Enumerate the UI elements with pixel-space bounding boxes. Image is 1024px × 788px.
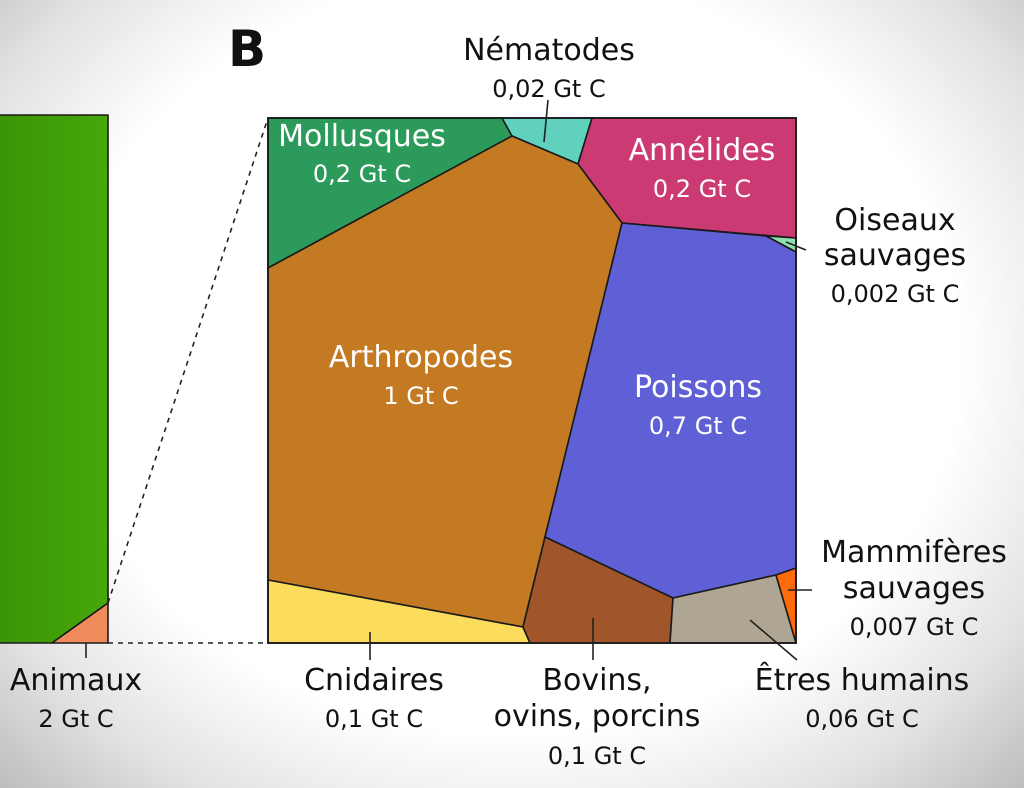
label-humains-name: Êtres humains: [755, 662, 970, 698]
label-poissons-value: 0,7 Gt C: [649, 412, 747, 440]
label-mollusques-name: Mollusques: [278, 119, 446, 154]
label-cnidaires-value: 0,1 Gt C: [325, 705, 423, 733]
zoom-connector-top: [107, 117, 269, 604]
leader-lines: [85, 99, 812, 661]
leader-humains: [749, 619, 798, 661]
label-oiseaux-value: 0,002 Gt C: [831, 280, 960, 308]
label-nematodes-name: Nématodes: [463, 33, 635, 68]
animaux-bar-segment: [51, 602, 109, 644]
label-mammiferes-name-line2: sauvages: [843, 571, 985, 606]
voronoi-cells: [267, 117, 797, 644]
label-arthropodes-value: 1 Gt C: [383, 382, 458, 410]
label-annelides-name: Annélides: [629, 133, 776, 168]
label-oiseaux-name-line1: Oiseaux: [834, 203, 955, 238]
label-mammiferes-value: 0,007 Gt C: [850, 613, 979, 641]
label-animaux-value: 2 Gt C: [38, 705, 113, 733]
label-mammiferes-name-line1: Mammifères: [821, 535, 1007, 570]
label-cnidaires-name: Cnidaires: [304, 663, 444, 698]
label-poissons-name: Poissons: [634, 370, 762, 405]
zoom-box-frame: [267, 117, 797, 644]
label-mollusques-value: 0,2 Gt C: [313, 160, 411, 188]
animaux-parent-bar: [0, 114, 109, 644]
label-bovins-name-line2: ovins, porcins: [494, 699, 701, 734]
label-humains-value: 0,06 Gt C: [805, 705, 918, 733]
label-annelides-value: 0,2 Gt C: [653, 175, 751, 203]
labels: Mollusques 0,2 Gt C Annélides 0,2 Gt C A…: [10, 33, 1007, 770]
leader-nematodes: [543, 99, 549, 143]
leader-oiseaux: [785, 241, 807, 251]
label-nematodes-value: 0,02 Gt C: [492, 75, 605, 103]
label-bovins-value: 0,1 Gt C: [548, 742, 646, 770]
panel-letter: B: [228, 20, 266, 78]
label-animaux-name: Animaux: [10, 663, 142, 698]
label-bovins-name-line1: Bovins,: [542, 663, 651, 698]
animaux-bar-rest: [0, 114, 109, 644]
label-oiseaux-name-line2: sauvages: [824, 238, 966, 273]
label-arthropodes-name: Arthropodes: [329, 340, 513, 375]
